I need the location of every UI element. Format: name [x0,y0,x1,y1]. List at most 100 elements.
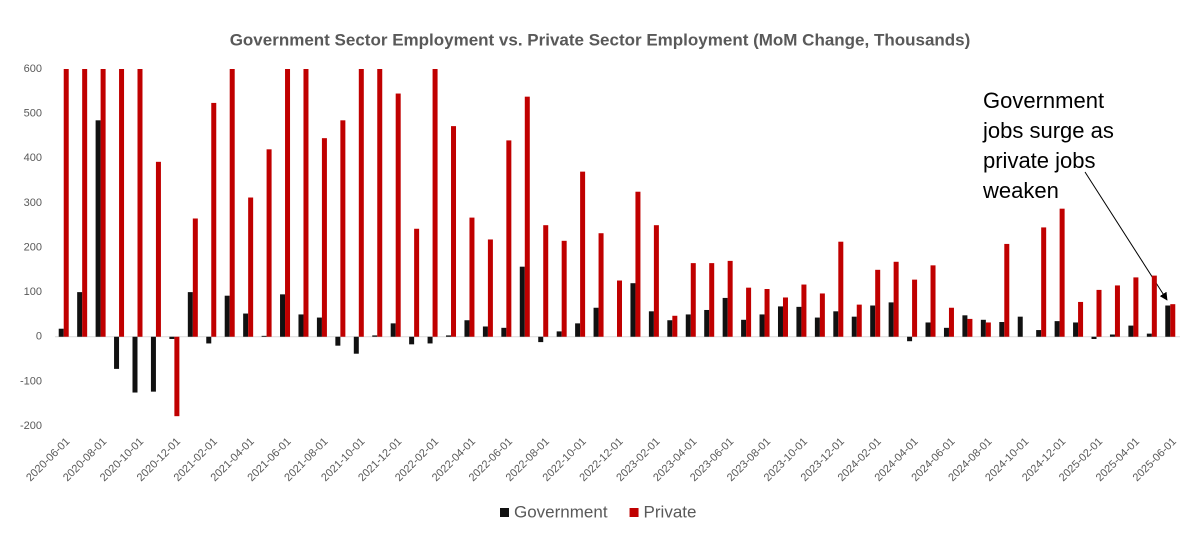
bar [1041,227,1047,337]
bar [925,322,931,337]
bar [598,233,604,337]
bar [980,319,986,337]
bar [1078,301,1084,337]
y-tick-label: 500 [24,108,42,120]
bar [451,126,457,337]
bar [340,120,346,337]
bar [100,69,106,337]
bar [119,69,125,337]
bar [482,326,488,337]
bar [672,315,678,337]
bar [229,69,235,337]
bar [912,279,918,337]
y-tick-label: 300 [24,197,42,209]
bar [285,69,291,337]
legend-swatch [500,508,509,517]
bar [1170,304,1176,337]
bar [427,336,433,344]
bar [280,294,286,337]
bar [192,218,198,337]
bar [1146,333,1152,337]
bar [814,317,820,337]
bar [248,197,254,337]
bar [985,322,991,337]
annotation: Government [983,88,1104,113]
bar [432,69,438,337]
bar [796,306,802,337]
bar [224,295,230,337]
bar [746,287,752,337]
bar [469,217,475,337]
bar [801,284,807,337]
bar [132,336,138,393]
y-tick-label: 200 [24,241,42,253]
y-tick-label: 0 [36,331,42,343]
bar [353,336,359,354]
bar [395,93,401,337]
bar [414,228,420,337]
bar [1096,289,1102,337]
bar [1151,275,1157,337]
bar [464,320,470,337]
bar [907,336,913,342]
y-tick-label: 600 [24,63,42,75]
bar [487,239,493,337]
bar [893,261,899,337]
y-tick-label: -100 [20,375,42,387]
legend-swatch [629,508,639,517]
bar [999,322,1005,337]
bar [77,292,83,337]
bar [1114,285,1120,337]
bar [561,240,567,337]
bar [1036,330,1042,337]
bar [519,266,525,337]
y-tick-label: -200 [20,420,42,432]
bar [556,331,562,337]
bar [709,263,715,337]
bar [1073,322,1079,337]
annotation: weaken [982,178,1059,203]
bar [630,283,636,337]
y-tick-label: 400 [24,152,42,164]
bar [1017,316,1023,337]
bar [211,102,217,337]
bar [114,336,120,369]
bar [316,317,322,337]
bar [377,69,383,337]
bar [930,265,936,337]
bar [206,336,212,344]
bar [722,297,728,337]
bar [648,311,654,337]
bar [243,313,249,337]
bar [261,335,267,337]
bar [58,328,64,337]
bar [838,241,844,337]
bar [593,307,599,337]
bar [1109,334,1115,337]
bar [635,191,641,337]
bar [63,69,69,337]
bar [137,69,143,337]
bar [962,315,968,337]
bar [704,309,710,337]
bar [1128,325,1134,337]
bar [777,306,783,337]
bar [506,140,512,337]
bar [390,323,396,337]
bar [727,260,733,337]
bar [95,120,101,337]
bar [819,293,825,337]
bar [372,335,378,337]
bar [764,289,770,337]
bar [358,69,364,337]
bar [967,318,973,337]
bar [303,69,309,337]
bar [741,319,747,337]
bar [538,336,544,343]
legend-label: Private [644,502,697,521]
chart-title: Government Sector Employment vs. Private… [230,30,971,49]
bar [155,161,161,337]
bar [856,304,862,337]
